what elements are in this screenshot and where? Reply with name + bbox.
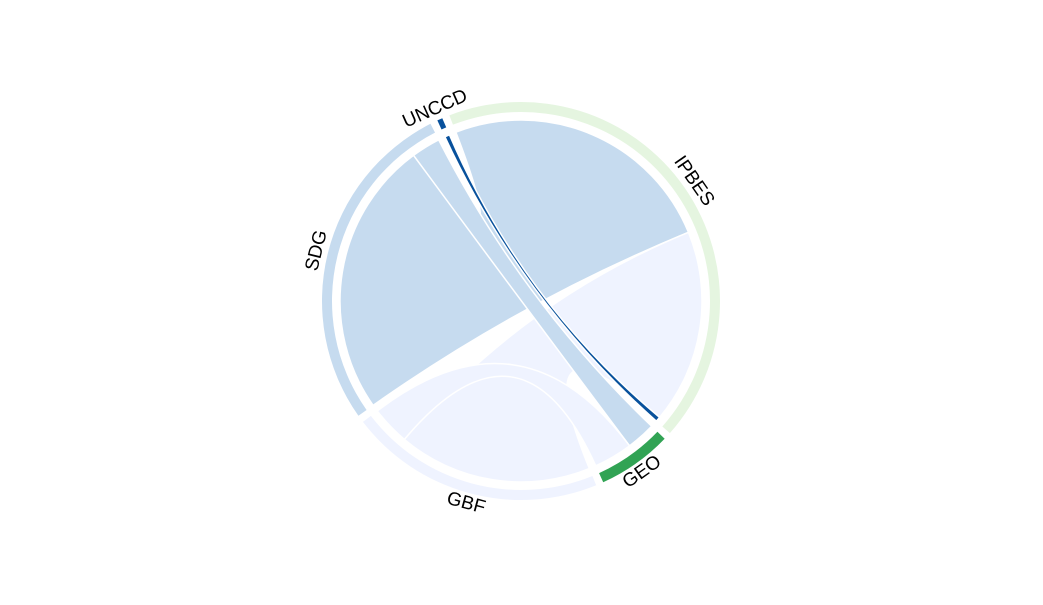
sector-arc-gbf [362,415,597,500]
chord-ribbons [339,119,703,483]
chord-ribbon-ipbes-gbf [403,231,703,483]
sector-arc-ipbes [449,102,720,434]
sector-arc-geo [599,431,665,483]
sector-arc-unccd [437,118,447,130]
chord-ribbon-geo-sdg [412,138,653,447]
sector-label-unccd: UNCCD [400,85,471,132]
chord-ribbon-geo-gbf [376,362,631,467]
sector-arcs [322,102,720,500]
chord-ribbon-ipbes-unccd [443,133,661,423]
